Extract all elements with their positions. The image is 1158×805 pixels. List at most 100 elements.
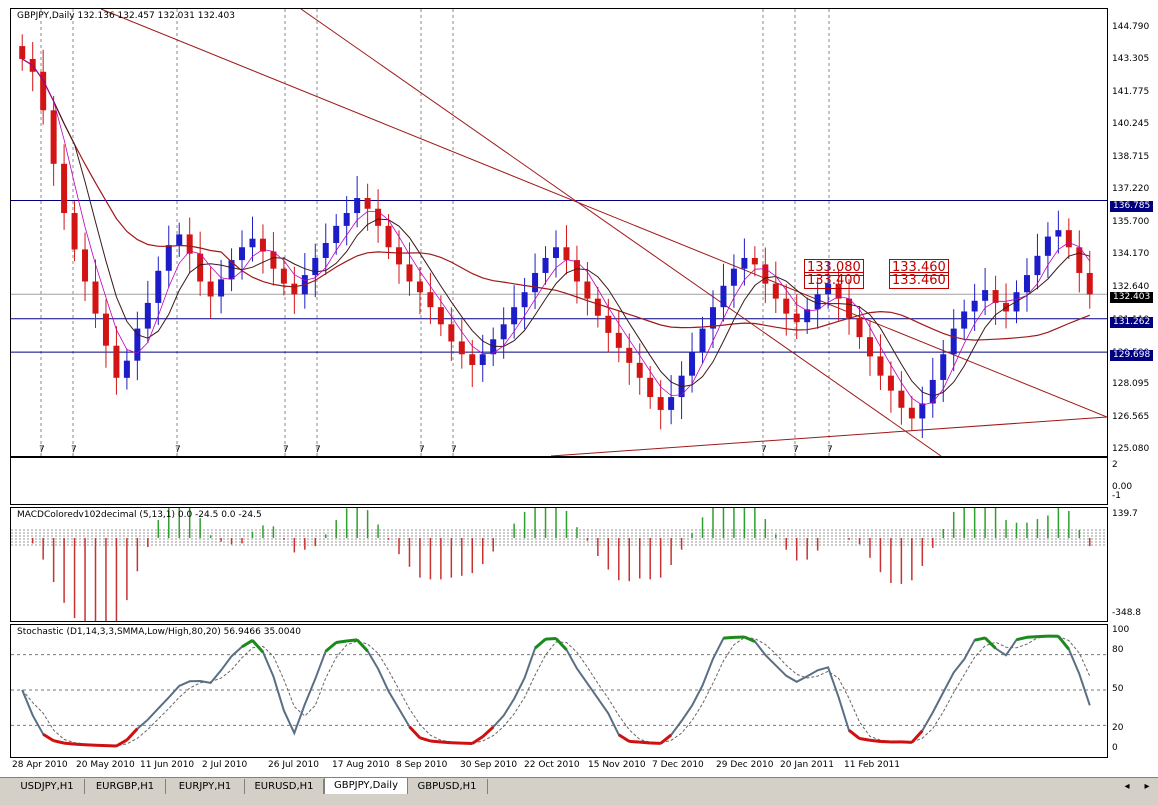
stochastic-overbought-segment [554, 637, 568, 651]
time-axis-tick: 20 May 2010 [76, 760, 135, 770]
candle-body [280, 268, 287, 284]
axis-tick: 2 [1112, 460, 1118, 470]
candle-body [71, 213, 78, 250]
time-axis-tick: 2 Jul 2010 [202, 760, 248, 770]
cycle-indicator-pane[interactable] [10, 457, 1108, 505]
candle-body [186, 234, 193, 254]
candle-body [856, 317, 863, 338]
price-label-2: 133.460 [889, 259, 949, 276]
tab-eurgbp-h1[interactable]: EURGBP,H1 [85, 779, 166, 794]
candle-body [992, 290, 999, 303]
price-axis-tick: 144.790 [1112, 22, 1150, 33]
cycle-marker: 7 [39, 445, 45, 455]
candle-body [532, 272, 539, 293]
stochastic-overbought-segment [743, 635, 756, 643]
cycle-marker: 7 [175, 445, 181, 455]
trailing-stop-line [21, 58, 1091, 406]
candle-body [804, 309, 811, 323]
axis-tick: -348.8 [1112, 608, 1142, 618]
tab-eurusd-h1[interactable]: EURUSD,H1 [245, 779, 324, 794]
stochastic-oversold-segment [53, 739, 65, 745]
candle-body [354, 198, 361, 214]
candlestick-chart: 7 7 7 7 7 7 7 7 7 7 [11, 9, 1107, 456]
stochastic-oversold-segment [115, 738, 128, 748]
stochastic-overbought-segment [534, 638, 547, 650]
candle-body [19, 46, 26, 59]
candle-body [626, 347, 633, 363]
lower-level-tag: 129.698 [1110, 350, 1154, 361]
macd-pane[interactable]: MACDColoredv102decimal (5,13,1) 0.0 -24.… [10, 507, 1108, 622]
candle-body [887, 375, 894, 391]
candle-body [584, 281, 591, 299]
candle-body [92, 281, 99, 314]
fast-moving-average [21, 58, 1090, 397]
stochastic-overbought-segment [324, 641, 338, 653]
price-chart-pane[interactable]: 7 7 7 7 7 7 7 7 7 7 GBPJPY,Daily 132.136 132.457 … [10, 8, 1108, 457]
candle-body [1044, 236, 1051, 256]
candle-body [730, 268, 737, 286]
time-axis-tick: 11 Feb 2011 [844, 760, 901, 770]
trendline [300, 9, 942, 456]
stochastic-oversold-segment [659, 733, 673, 745]
stochastic-overbought-segment [723, 635, 735, 640]
tab-eurjpy-h1[interactable]: EURJPY,H1 [166, 779, 245, 794]
candle-body [657, 397, 664, 410]
ohlc-values: 132.136 132.457 132.031 132.403 [77, 11, 235, 21]
stochastic-chart [11, 634, 1107, 748]
candle-body [155, 270, 162, 303]
time-axis-tick: 29 Dec 2010 [716, 760, 774, 770]
candle-body [228, 260, 235, 280]
stochastic-pane[interactable]: Stochastic (D1,14,3,3,SMMA,Low/High,80,2… [10, 624, 1108, 758]
candle-body [312, 257, 319, 276]
candle-body [751, 257, 758, 265]
stochastic-signal-line [21, 635, 1091, 747]
stochastic-oversold-segment [125, 727, 139, 742]
stochastic-oversold-segment [639, 740, 651, 745]
candle-body [102, 313, 109, 346]
candle-body [898, 390, 905, 408]
candle-body [573, 260, 580, 282]
candle-body [333, 225, 340, 243]
scroll-left-icon[interactable]: ◂ [1124, 781, 1130, 792]
candle-body [699, 328, 706, 353]
price-axis-tick: 128.095 [1112, 379, 1150, 390]
stochastic-overbought-segment [1057, 635, 1070, 651]
candle-body [846, 298, 853, 318]
price-label-1: 133.080 [804, 259, 864, 276]
slow-moving-average [21, 58, 1091, 341]
stochastic-overbought-segment [974, 636, 986, 642]
cycle-marker: 7 [761, 445, 767, 455]
price-axis-tick: 132.640 [1112, 282, 1150, 293]
chart-title-label: GBPJPY,Daily 132.136 132.457 132.031 132… [17, 11, 235, 21]
candle-body [814, 294, 821, 310]
stochastic-oversold-segment [848, 729, 861, 740]
price-axis-tick: 135.700 [1112, 216, 1150, 227]
chart-tabs: USDJPY,H1 EURGBP,H1 EURJPY,H1 EURUSD,H1 … [0, 777, 1158, 795]
tab-gbpusd-h1[interactable]: GBPUSD,H1 [407, 779, 488, 794]
stochastic-oversold-segment [408, 725, 422, 739]
cycle-marker: 7 [315, 445, 321, 455]
stochastic-oversold-segment [629, 739, 640, 744]
axis-tick: 80 [1112, 645, 1124, 655]
price-axis-tick: 140.245 [1112, 119, 1150, 130]
candle-body [259, 238, 266, 252]
candle-body [1086, 272, 1093, 295]
stochastic-overbought-segment [346, 638, 358, 643]
tab-gbpjpy-daily[interactable]: GBPJPY,Daily [324, 778, 408, 795]
cycle-marker: 7 [793, 445, 799, 455]
price-axis: 144.790 143.305 141.775 140.245 138.715 137.2… [1108, 8, 1158, 457]
candle-body [1055, 230, 1062, 237]
stochastic-overbought-segment [336, 639, 347, 644]
tab-usdjpy-h1[interactable]: USDJPY,H1 [10, 779, 85, 794]
time-axis-tick: 22 Oct 2010 [524, 760, 580, 770]
cycle-marker: 7 [71, 445, 77, 455]
candle-body [239, 247, 246, 261]
candle-body [741, 257, 748, 269]
candle-body [772, 283, 779, 299]
candle-body [919, 403, 926, 419]
scroll-right-icon[interactable]: ▸ [1144, 781, 1150, 792]
candle-body [636, 362, 643, 378]
cycle-marker: 7 [283, 445, 289, 455]
mid-level-tag: 131.262 [1110, 317, 1154, 328]
